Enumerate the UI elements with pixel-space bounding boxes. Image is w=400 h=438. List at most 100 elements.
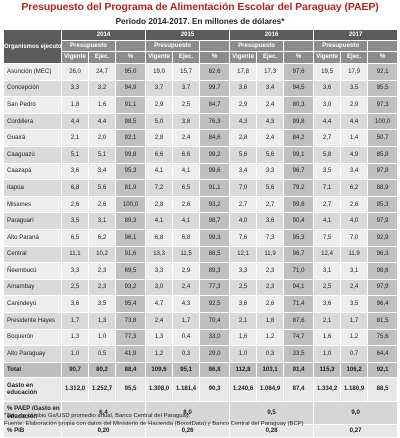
total-label: Total (3, 361, 62, 378)
vigente-cell: 5,8 (313, 145, 342, 164)
pct-cell: 81,5 (367, 311, 399, 330)
ejec-cell: 3,1 (340, 262, 369, 280)
total-cell: 92,1 (367, 361, 399, 378)
ejec-cell: 1,0 (88, 328, 116, 347)
vigente-cell: 3,3 (229, 262, 258, 280)
pct-cell: 64,4 (367, 345, 399, 363)
pct-spacer (283, 40, 315, 52)
pct-cell: 96,4 (367, 295, 399, 313)
pct-cell: 90,4 (283, 212, 315, 230)
total-cell: 115,3 (313, 361, 342, 378)
vigente-cell: 26,0 (61, 63, 89, 81)
ejec-cell: 5,6 (256, 145, 285, 164)
pct-cell: 99,1 (283, 145, 315, 164)
ejec-cell: 1,2 (340, 328, 369, 347)
pct-cell: 89,3 (114, 212, 147, 230)
ejec-cell: 5,1 (88, 145, 116, 164)
gasto-cell: 1.252,7 (88, 376, 116, 402)
pct-cell: 99,8 (114, 145, 147, 164)
ejec-cell: 2,6 (172, 195, 201, 214)
vigente-cell: 6,5 (61, 228, 89, 247)
paep-cell: 9,0 (313, 400, 399, 425)
pct-cell: 87,6 (283, 311, 315, 330)
pct-cell: 91,6 (114, 245, 147, 264)
ejec-cell: 2,6 (256, 295, 285, 313)
vigente-cell: 4,1 (145, 212, 174, 230)
vigente-cell: 2,1 (61, 129, 89, 147)
vigente-cell: 3,6 (229, 295, 258, 313)
pct-cell: 96,1 (114, 228, 147, 247)
total-cell: 112,8 (229, 361, 258, 378)
vigente-cell: 4,4 (61, 112, 89, 131)
ejec-cell: 3,4 (340, 162, 369, 181)
vigente-cell: 7,2 (145, 179, 174, 197)
page-subtitle: Periodo 2014-2017. En millones de dólare… (115, 17, 285, 26)
ejec-cell: 3,7 (172, 79, 201, 98)
gasto-cell: 88,5 (367, 376, 399, 402)
pct-header: % (199, 51, 231, 64)
row-label: Canindeyú (3, 295, 62, 313)
paep-row: % PAEP /Gasto en educación 6,4 8,0 9,5 9,0 (3, 400, 399, 425)
pct-cell: 77,3 (199, 278, 231, 297)
pct-cell: 99,8 (283, 112, 315, 131)
pct-cell: 95,5 (367, 79, 399, 98)
ejec-cell: 3,3 (256, 162, 285, 181)
row-label: Alto Paraná (3, 228, 62, 247)
pct-cell: 98,7 (199, 212, 231, 230)
ejec-cell: 15,7 (172, 63, 201, 81)
table-row: Cordillera 4,4 4,4 98,5 5,0 3,8 76,3 4,3 4,3 99,8… (3, 112, 399, 131)
pct-cell: 29,0 (199, 345, 231, 363)
pct-header: % (114, 51, 147, 64)
presupuesto-header-2015: Presupuesto (145, 40, 201, 52)
page-title: Presupuesto del Programa de Alimentación… (21, 1, 379, 13)
ejec-cell: 2,9 (340, 96, 369, 114)
pct-cell: 98,5 (114, 112, 147, 131)
ejec-cell: 1,3 (88, 311, 116, 330)
ejec-cell: 11,9 (256, 245, 285, 264)
vigente-cell: 3,4 (229, 162, 258, 181)
ejec-cell: 10,2 (88, 245, 116, 264)
ejec-cell: 24,7 (88, 63, 116, 81)
gasto-row: Gasto en educación 1.312,0 1.252,7 95,5 1.30… (3, 376, 399, 402)
row-label: Guairá (3, 129, 62, 147)
vigente-cell: 6,8 (61, 179, 89, 197)
pct-cell: 92,5 (199, 295, 231, 313)
ejec-header: Ejec. (88, 51, 116, 64)
ejec-cell: 3,1 (88, 212, 116, 230)
org-header: Organismos ejecutores/ Gobernaciones (3, 29, 62, 64)
total-row: Total 90,7 80,2 88,4 109,6 95,1 86,8 112,8 103,1… (3, 361, 399, 378)
vigente-cell: 12,4 (313, 245, 342, 264)
pct-cell: 97,3 (367, 96, 399, 114)
presupuesto-header-2016: Presupuesto (229, 40, 285, 52)
gasto-label: Gasto en educación (3, 376, 62, 402)
ejec-cell: 4,3 (172, 295, 201, 313)
ejec-cell: 0,3 (256, 345, 285, 363)
vigente-cell: 12,1 (229, 245, 258, 264)
vigente-cell: 6,6 (145, 145, 174, 164)
vigente-cell: 3,3 (61, 79, 89, 98)
vigente-cell: 2,5 (61, 278, 89, 297)
vigente-cell: 2,8 (145, 195, 174, 214)
ejec-cell: 2,3 (88, 262, 116, 280)
ejec-cell: 3,8 (172, 112, 201, 131)
pct-cell: 84,7 (199, 96, 231, 114)
ejec-cell: 0,5 (88, 345, 116, 363)
pct-cell: 99,2 (199, 145, 231, 164)
gasto-cell: 95,5 (114, 376, 147, 402)
vigente-cell: 3,6 (313, 79, 342, 98)
vigente-cell: 1,2 (145, 345, 174, 363)
table-row: Misiones 2,6 2,6 100,0 2,8 2,6 93,2 2,7 2,7 99,6 2… (3, 195, 399, 214)
pct-cell: 84,6 (199, 129, 231, 147)
table-row: Alto Paraguay 1,0 0,5 41,9 1,2 0,3 29,0 1,0 0,3 3… (3, 345, 399, 363)
vigente-cell: 3,0 (313, 96, 342, 114)
pct-cell: 94,1 (283, 278, 315, 297)
table-row: Alto Paraná 6,5 6,2 96,1 6,8 6,8 99,3 7,6 7,3 95,… (3, 228, 399, 247)
ejec-cell: 2,0 (88, 129, 116, 147)
table-row: Caazapá 3,6 3,4 95,3 4,1 4,1 99,6 3,4 3,3 96,7 3,5… (3, 162, 399, 181)
vigente-cell: 2,6 (61, 195, 89, 214)
ejec-cell: 1,7 (340, 311, 369, 330)
vigente-cell: 3,6 (229, 79, 258, 98)
vigente-cell: 3,6 (61, 162, 89, 181)
pct-cell: 99,6 (283, 195, 315, 214)
total-cell: 95,1 (172, 361, 201, 378)
